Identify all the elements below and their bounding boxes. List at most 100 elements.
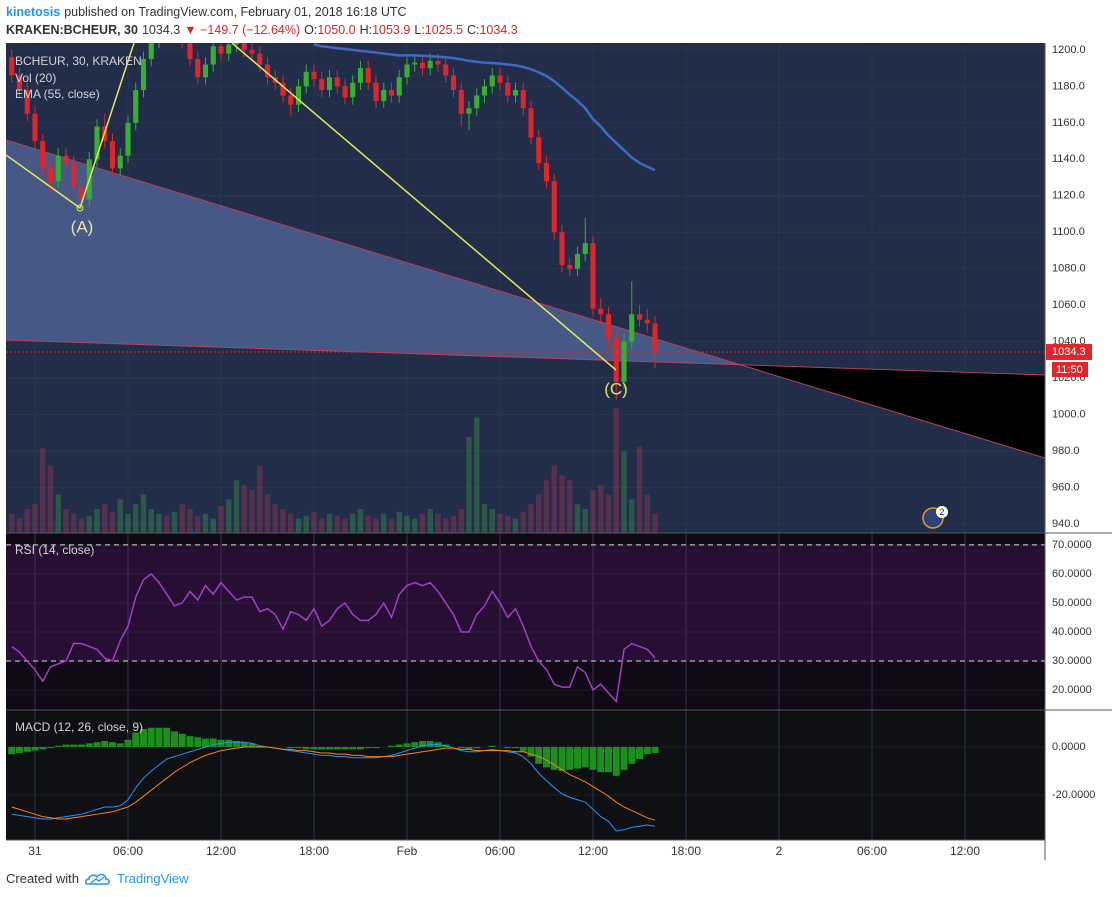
x-tick-label: 12:00 bbox=[578, 844, 608, 858]
legend-ema: EMA (55, close) bbox=[15, 87, 100, 101]
y-tick-label: 40.0000 bbox=[1052, 626, 1092, 638]
y-tick-label: 20.0000 bbox=[1052, 684, 1092, 696]
candle-body bbox=[195, 59, 201, 78]
volume-bar bbox=[598, 484, 604, 533]
macd-histogram-bar bbox=[612, 746, 620, 776]
time-axis bbox=[0, 840, 1112, 860]
price-tag bbox=[1046, 343, 1092, 360]
candle-body bbox=[210, 46, 216, 65]
macd-histogram-bar bbox=[202, 738, 209, 747]
macd-histogram-bar bbox=[46, 746, 54, 749]
macd-histogram-bar bbox=[77, 744, 85, 747]
volume-bar bbox=[319, 518, 325, 533]
volume-bar bbox=[474, 417, 480, 533]
macd-histogram-bar bbox=[527, 746, 535, 757]
macd-histogram-bar bbox=[558, 746, 566, 771]
macd-histogram-bar bbox=[349, 746, 357, 750]
wave-line bbox=[231, 43, 617, 371]
volume-bar bbox=[543, 480, 550, 533]
volume-bar bbox=[505, 515, 511, 533]
macd-histogram-bar bbox=[341, 746, 349, 750]
macd-histogram-bar bbox=[171, 731, 178, 747]
macd-histogram-bar bbox=[395, 744, 403, 747]
volume-bar bbox=[311, 511, 317, 533]
candle-body bbox=[264, 64, 271, 78]
macd-histogram-bar bbox=[310, 746, 318, 750]
macd-histogram-bar bbox=[178, 733, 186, 747]
volume-bar bbox=[605, 494, 612, 533]
marks bbox=[6, 43, 1045, 832]
volume-bar bbox=[520, 511, 526, 533]
trend-line bbox=[6, 139, 1045, 459]
candle-body bbox=[233, 43, 240, 45]
macd-histogram-bar bbox=[155, 727, 163, 747]
candle-body bbox=[497, 75, 503, 83]
candle-body bbox=[280, 82, 286, 96]
countdown-tag bbox=[1052, 361, 1088, 377]
candle-body bbox=[94, 126, 100, 160]
legend-rsi: RSI (14, close) bbox=[15, 543, 94, 557]
ohlc: O:1050.0 H:1053.9 L:1025.5 C:1034.3 bbox=[304, 21, 522, 39]
header-row: kinetosis published on TradingView.com, … bbox=[6, 3, 522, 21]
wave-label: (A) bbox=[71, 217, 94, 236]
volume-bar bbox=[396, 511, 402, 533]
volume-bar bbox=[644, 494, 650, 533]
macd-histogram-bar bbox=[512, 746, 519, 749]
y-tick-label: 1060.0 bbox=[1052, 299, 1086, 311]
last-price: 1034.3 bbox=[141, 23, 181, 37]
change-value: −149.7 (−12.64%) bbox=[200, 23, 301, 37]
candle-body bbox=[9, 57, 15, 76]
volume-bar bbox=[195, 515, 201, 533]
macd-histogram-bar bbox=[225, 739, 233, 747]
volume-bar bbox=[435, 513, 441, 533]
x-tick-label: 12:00 bbox=[206, 844, 236, 858]
volume-bar bbox=[551, 465, 557, 533]
volume-bar bbox=[257, 465, 263, 533]
symbol: KRAKEN:BCHEUR, 30 bbox=[6, 23, 138, 37]
volume-bar bbox=[466, 436, 472, 533]
author[interactable]: kinetosis bbox=[6, 5, 61, 19]
footer-brand[interactable]: TradingView bbox=[116, 871, 189, 886]
macd-histogram-bar bbox=[302, 746, 310, 750]
volume-bar bbox=[388, 518, 395, 533]
candle-body bbox=[249, 49, 255, 54]
signal-line bbox=[11, 746, 656, 821]
macd-histogram-bar bbox=[589, 746, 597, 770]
macd-histogram-bar bbox=[124, 739, 132, 747]
badge-dot bbox=[936, 506, 948, 518]
macd-histogram-bar bbox=[550, 746, 558, 770]
macd-histogram-bar bbox=[326, 746, 333, 750]
macd-histogram-bar bbox=[23, 746, 31, 752]
volume-bar bbox=[249, 489, 255, 533]
drawing-triangle bbox=[6, 139, 1045, 459]
ohlc-label: L: bbox=[414, 23, 425, 37]
volume-bar bbox=[86, 515, 92, 533]
macd-histogram-bar bbox=[504, 746, 512, 749]
volume-bar bbox=[512, 518, 519, 533]
candle-body bbox=[78, 186, 85, 200]
volume-bar bbox=[404, 515, 410, 533]
ohlc-item: O:1050.0 bbox=[304, 23, 355, 37]
candle-body bbox=[528, 108, 534, 138]
legend-volume: Vol (20) bbox=[15, 71, 56, 85]
x-tick-label: 06:00 bbox=[485, 844, 515, 858]
volume-bar bbox=[652, 513, 658, 533]
candle-body bbox=[326, 77, 333, 91]
candle-body bbox=[590, 243, 596, 309]
macd-histogram-bar bbox=[574, 746, 581, 769]
macd-histogram-bar bbox=[8, 746, 16, 755]
macd-line bbox=[11, 741, 656, 832]
macd-histogram-bar bbox=[628, 746, 636, 764]
macd-histogram-bar bbox=[209, 738, 217, 747]
volume-bar bbox=[233, 480, 240, 533]
candle-body bbox=[342, 86, 348, 98]
x-tick-label: Feb bbox=[397, 844, 418, 858]
candle-body bbox=[412, 62, 418, 65]
volume-bar bbox=[202, 513, 209, 533]
candle-body bbox=[381, 90, 387, 101]
x-tick-label: 12:00 bbox=[950, 844, 980, 858]
candle-body bbox=[40, 141, 46, 169]
volume-bar bbox=[55, 494, 61, 533]
macd-histogram-bar bbox=[426, 740, 434, 747]
candle-body bbox=[481, 86, 488, 96]
